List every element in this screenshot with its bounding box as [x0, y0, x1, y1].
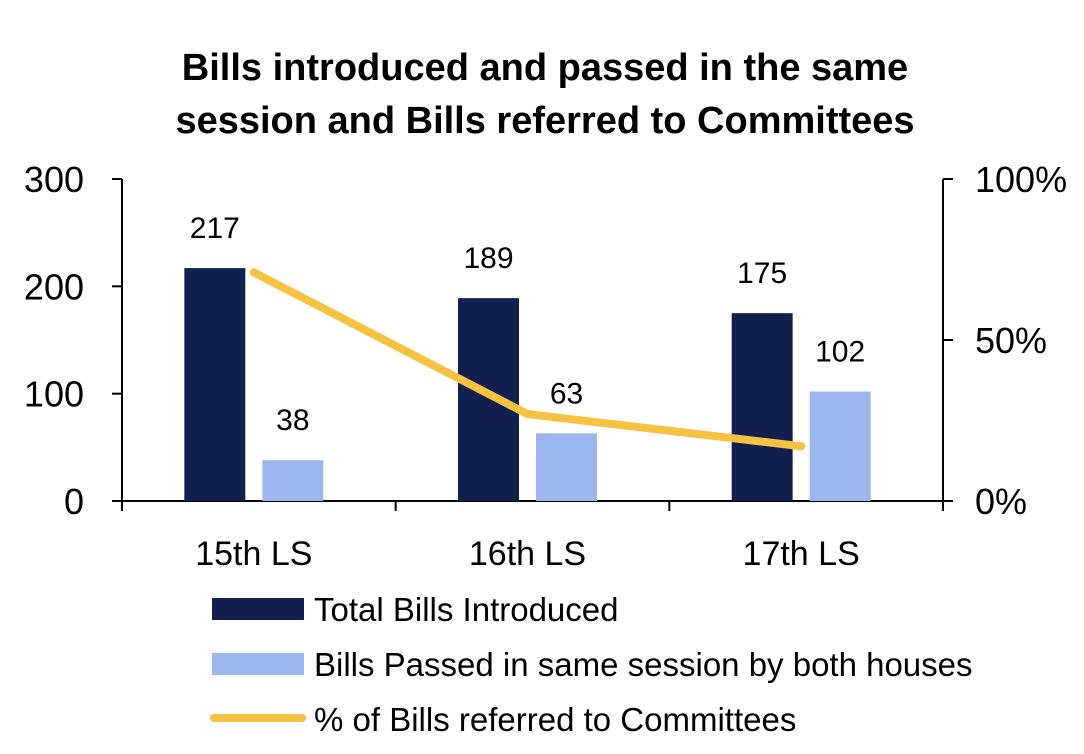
- y-right-tick-label: 0%: [975, 481, 1027, 522]
- category-label: 15th LS: [195, 535, 312, 573]
- legend-label-total-introduced: Total Bills Introduced: [314, 591, 619, 628]
- category-label: 17th LS: [743, 535, 860, 573]
- category-label: 16th LS: [469, 535, 586, 573]
- bar-total-introduced: [458, 298, 519, 501]
- point-referred-committees: [249, 268, 258, 277]
- y-left-tick-label: 100: [24, 374, 84, 415]
- data-label-passed-same-session: 63: [550, 377, 583, 410]
- y-right-tick-label: 100%: [975, 159, 1067, 200]
- bar-total-introduced: [731, 313, 793, 501]
- legend: Total Bills Introduced Bills Passed in s…: [210, 591, 973, 738]
- data-label-total-introduced: 175: [737, 257, 787, 290]
- bar-total-introduced: [184, 268, 246, 501]
- data-label-total-introduced: 217: [190, 212, 240, 245]
- bar-passed-same-session: [536, 433, 597, 501]
- y-left-tick-label: 0: [64, 481, 84, 522]
- y-left-tick-label: 300: [24, 159, 84, 200]
- bar-passed-same-session: [262, 460, 324, 501]
- bar-passed-same-session: [809, 391, 871, 501]
- data-label-passed-same-session: 38: [276, 404, 309, 437]
- chart-title-line-1: Bills introduced and passed in the same: [182, 47, 908, 89]
- y-right-tick-label: 50%: [975, 320, 1047, 361]
- point-referred-committees: [523, 410, 532, 419]
- legend-swatch-passed-same-session: [212, 653, 304, 675]
- point-referred-committees: [797, 442, 806, 451]
- line-referred-committees: [249, 268, 806, 451]
- data-label-total-introduced: 189: [463, 242, 513, 275]
- legend-swatch-total-introduced: [212, 598, 304, 620]
- data-label-passed-same-session: 102: [815, 336, 865, 369]
- y-left-tick-label: 200: [24, 266, 84, 307]
- plot-area: 0 100 200 300 0% 50% 100% 217 38 15th LS 189 63 16th…: [24, 159, 1067, 573]
- legend-label-referred-committees: % of Bills referred to Committees: [314, 701, 796, 738]
- chart-title-line-2: session and Bills referred to Committees: [175, 100, 914, 142]
- legend-label-passed-same-session: Bills Passed in same session by both hou…: [314, 646, 973, 683]
